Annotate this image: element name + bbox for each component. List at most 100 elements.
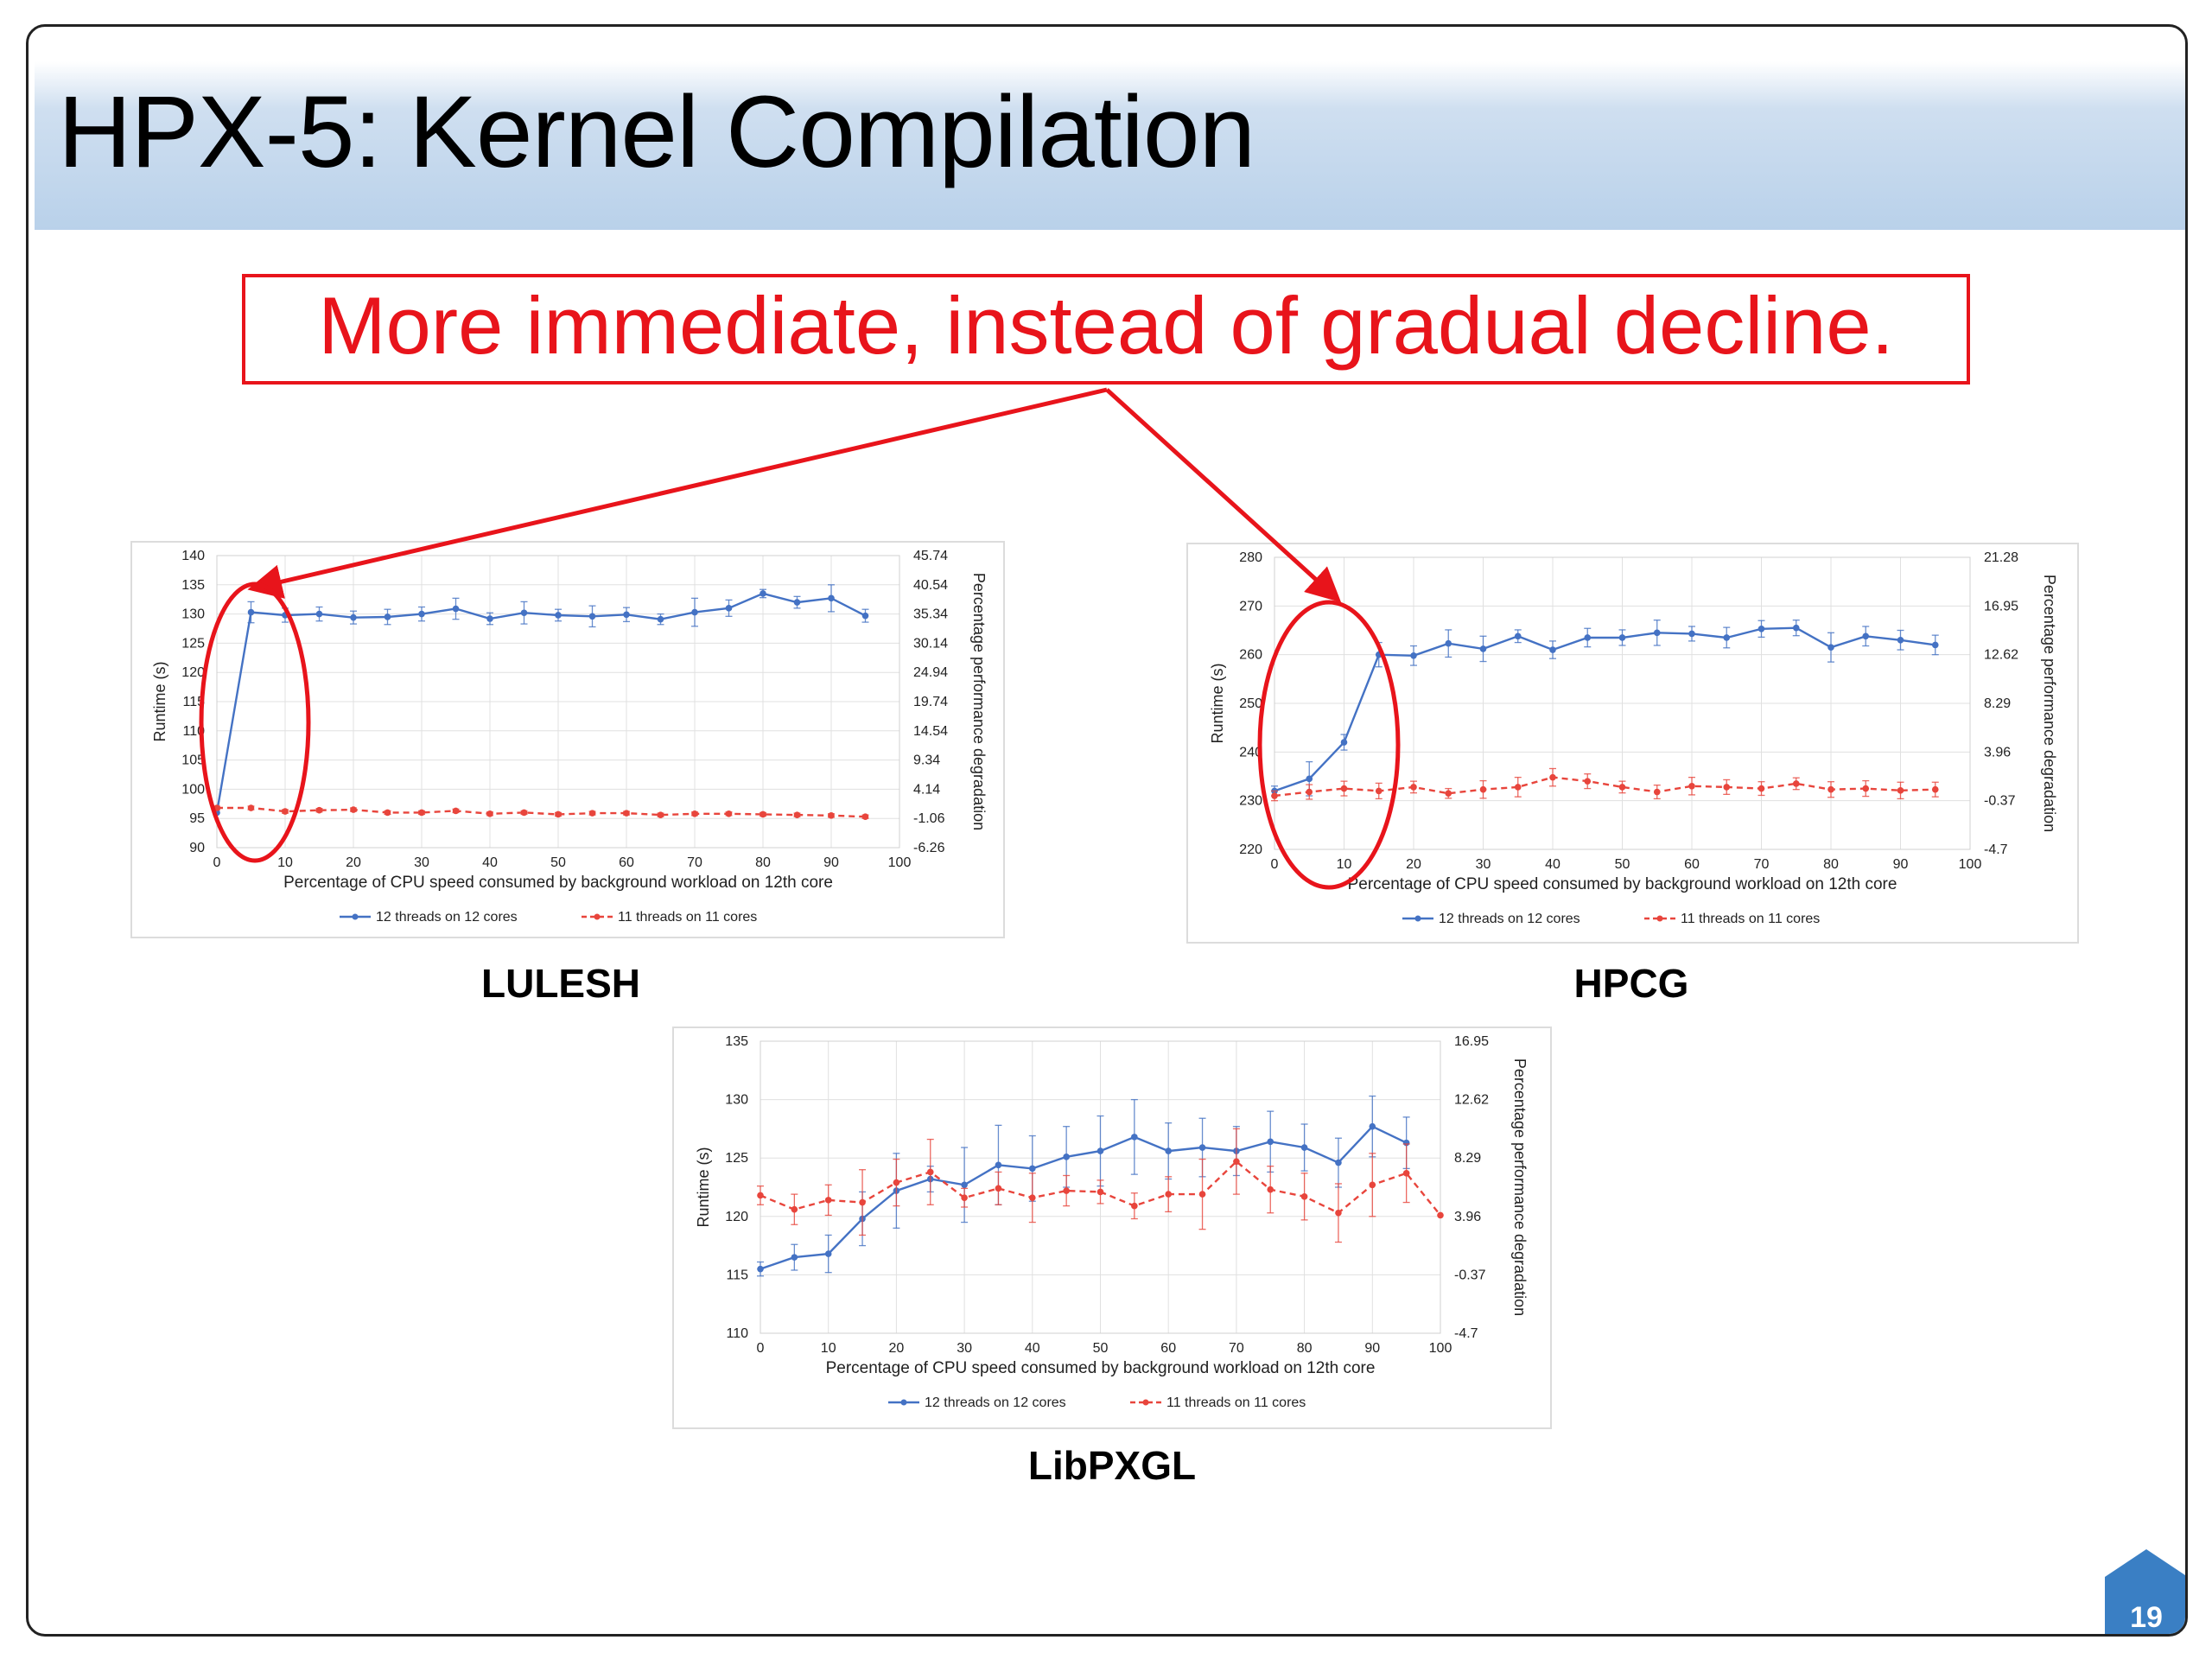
y2-tick-label: 16.95 [1454,1034,1489,1049]
legend-label: 12 threads on 12 cores [376,910,518,925]
legend-item: 12 threads on 12 cores [340,910,518,925]
data-point [691,810,698,817]
data-point [1514,632,1522,640]
y2-tick-label: 24.94 [913,665,948,680]
legend-item: 11 threads on 11 cores [582,910,757,925]
legend-label: 12 threads on 12 cores [1439,912,1580,926]
data-point [350,806,357,813]
x-tick-label: 70 [1754,857,1770,872]
y-tick-label: 115 [182,695,205,709]
data-point [1198,1191,1206,1198]
libpxgl-chart-panel: 0 10 20 30 40 50 60 70 80 90 100 110 115 120 125 130 135… [672,1027,1552,1429]
legend-marker [1656,915,1663,922]
data-point [1931,641,1939,649]
data-point [1131,1202,1138,1210]
x-tick-label: 10 [821,1341,836,1356]
data-point [315,610,323,618]
data-point [1584,778,1592,785]
y-tick-label: 105 [181,753,205,768]
lulesh-caption: LULESH [481,961,640,1006]
callout-arrow-left [247,387,1108,599]
data-point [1029,1165,1036,1173]
legend-item: 11 threads on 11 cores [1644,912,1820,926]
hpcg-chart-panel: 0 10 20 30 40 50 60 70 80 90 100 220 230 240 250 260 270… [1186,543,2079,944]
y-tick-label: 230 [1239,794,1262,809]
data-point [1369,1181,1376,1189]
data-point [623,810,630,817]
data-point [828,812,835,819]
x-tick-label: 100 [1429,1341,1452,1356]
data-point [588,810,596,817]
x-tick-label: 0 [757,1341,765,1356]
data-point [1369,1122,1376,1130]
plot-area [1274,556,1971,850]
data-point [995,1185,1002,1192]
y2-tick-label: 3.96 [1984,745,2011,760]
series-line-1 [760,1125,1408,1270]
x-tick-label: 0 [1271,857,1279,872]
y-tick-label: 250 [1239,696,1262,711]
data-point [1300,1193,1308,1200]
y-tick-label: 115 [726,1268,748,1282]
y2-tick-label: 9.34 [913,753,940,768]
data-point [859,1198,866,1206]
data-point [1827,644,1834,652]
data-point [1653,788,1661,796]
data-point [1096,1188,1104,1196]
data-point [1165,1147,1172,1154]
data-point [1758,785,1765,792]
data-point [824,1250,832,1257]
legend-label: 11 threads on 11 cores [618,910,757,925]
y2-tick-label: 14.54 [913,724,948,739]
data-point [1723,634,1731,641]
data-point [1688,630,1695,638]
data-point [486,615,493,622]
x-tick-label: 60 [619,855,634,870]
data-point [1479,645,1487,652]
y2-tick-label: 40.54 [913,578,948,593]
data-point [961,1194,968,1201]
data-point [384,809,391,817]
data-point [452,807,460,815]
data-point [384,613,391,620]
data-point [760,810,766,818]
x-axis-label: Percentage of CPU speed consumed by back… [1348,875,1897,893]
data-point [1862,785,1870,792]
y-tick-label: 240 [1239,745,1262,760]
hpcg-highlight-ellipse [1257,600,1401,890]
data-point [1862,632,1870,640]
y-tick-label: 135 [725,1034,748,1049]
page-number: 19 [2130,1601,2163,1634]
x-tick-label: 0 [213,855,221,870]
y2-tick-label: -0.37 [1454,1268,1486,1282]
legend-marker [352,913,359,920]
data-point [1410,652,1417,659]
data-point [1549,646,1556,653]
data-point [691,608,698,616]
libpxgl-chart: 0 10 20 30 40 50 60 70 80 90 100 110 115 120 125 130 135… [695,1034,1529,1410]
data-point [757,1192,764,1199]
data-point [555,612,562,619]
data-point [793,811,801,818]
y2-tick-label: 8.29 [1454,1151,1481,1166]
data-point [486,810,493,817]
data-point [657,615,664,623]
y2-tick-label: 21.28 [1984,550,2018,565]
x-tick-label: 100 [888,855,912,870]
page-number-badge [2105,1549,2185,1634]
data-point [1198,1144,1206,1151]
plot-area [216,555,900,849]
data-point [452,605,460,613]
data-point [760,590,766,597]
y2-tick-label: -6.26 [913,841,945,855]
data-point [1340,785,1348,792]
data-point [1758,626,1765,632]
data-point [1549,773,1556,781]
data-point [1618,784,1626,791]
y-tick-label: 125 [725,1151,748,1166]
data-point [520,609,528,617]
y2-tick-label: -4.7 [1984,842,2008,857]
y2-tick-label: 35.34 [913,607,948,622]
data-point [793,599,801,606]
data-point [1335,1159,1342,1166]
